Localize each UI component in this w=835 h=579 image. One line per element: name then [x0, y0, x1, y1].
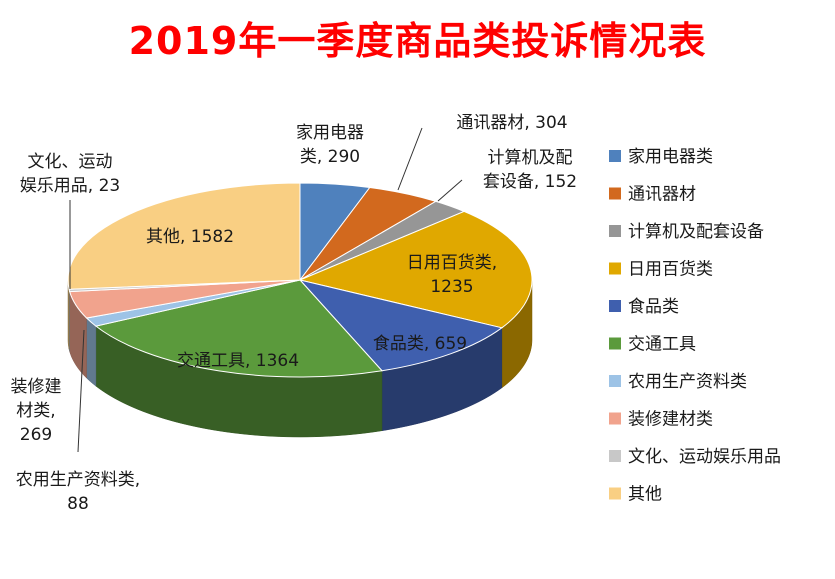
pie-side-6	[86, 317, 97, 387]
legend-label-8: 文化、运动娱乐用品	[628, 447, 781, 467]
legend-swatch-1	[609, 187, 621, 200]
data-label-1: 通讯器材, 304	[456, 113, 567, 133]
legend-swatch-9	[609, 487, 621, 500]
legend-label-5: 交通工具	[628, 335, 696, 355]
data-label-2: 计算机及配套设备, 152	[483, 148, 577, 192]
leader-line-0	[397, 127, 423, 191]
data-label-4: 食品类, 659	[373, 334, 467, 354]
legend-swatch-3	[609, 262, 621, 275]
data-label-6: 农用生产资料类, 88	[16, 470, 140, 514]
legend-label-7: 装修建材类	[628, 410, 713, 430]
legend-swatch-7	[609, 412, 621, 425]
legend-label-9: 其他	[628, 485, 662, 505]
legend-swatch-6	[609, 375, 621, 387]
legend-label-3: 日用百货类	[628, 260, 713, 280]
legend-swatch-0	[609, 150, 621, 162]
pie-slice-5	[94, 279, 383, 378]
pie-slice-4	[298, 279, 504, 372]
data-label-8: 文化、运动娱乐用品, 23	[20, 152, 120, 196]
legend-label-2: 计算机及配套设备	[628, 222, 764, 242]
legend-swatch-5	[609, 337, 621, 350]
leader-line-2	[77, 329, 85, 453]
data-label-9: 其他, 1582	[146, 227, 234, 247]
legend-label-1: 通讯器材	[628, 185, 696, 205]
chart-title: 2019年一季度商品类投诉情况表	[128, 19, 707, 63]
legend-swatch-4	[609, 300, 621, 312]
legend-swatch-2	[609, 225, 621, 237]
legend-label-4: 食品类	[628, 297, 679, 317]
data-label-0: 家用电器类, 290	[296, 123, 364, 167]
legend-label-0: 家用电器类	[628, 147, 713, 167]
leader-line-1	[437, 179, 463, 202]
pie-slice-3	[298, 210, 533, 329]
data-label-5: 交通工具, 1364	[177, 351, 299, 371]
legend-swatch-8	[609, 450, 621, 462]
data-label-7: 装修建材类, 269	[11, 377, 62, 445]
data-label-3: 日用百货类, 1235	[407, 253, 497, 297]
legend-label-6: 农用生产资料类	[628, 372, 747, 392]
pie-slice-9	[67, 182, 301, 290]
